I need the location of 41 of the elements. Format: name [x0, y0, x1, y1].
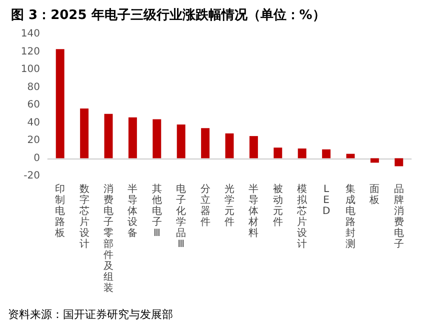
bar	[370, 158, 379, 163]
x-tick-label: 面板	[368, 184, 380, 206]
category-label: 消费电子零部件及组装	[104, 184, 114, 294]
text: 资料来源：国开证券研究与发展部	[8, 308, 173, 321]
bar	[322, 149, 331, 158]
bar	[176, 124, 186, 158]
x-tick-label: 半导体材料	[248, 183, 259, 239]
x-tick-label: 被动元件	[272, 183, 283, 228]
y-tick-label: 0	[34, 152, 40, 164]
bar	[346, 154, 355, 158]
x-tick-label: 数字芯片设计	[78, 184, 90, 250]
bar	[249, 136, 258, 158]
x-tick-label: 光学元件	[224, 183, 234, 228]
x-tick-label: 电子化学品Ⅲ	[176, 183, 186, 250]
bar	[394, 158, 404, 166]
y-tick-label: 60	[27, 100, 40, 110]
y-tick-label: 120	[20, 46, 40, 58]
y-tick-label: 140	[20, 28, 40, 40]
y-tick-label: -20	[24, 170, 40, 182]
bar	[80, 108, 89, 158]
bar	[201, 128, 210, 158]
bar	[56, 49, 64, 158]
bar	[274, 148, 282, 158]
bar	[298, 148, 306, 158]
x-tick-label: 品牌消费电子	[394, 184, 404, 250]
x-tick-label: 印制电路板	[54, 183, 66, 239]
x-tick-label: 半导体设备	[128, 183, 138, 239]
x-tick-label: 其他电子Ⅲ	[152, 183, 162, 239]
bar	[152, 119, 162, 158]
chart-title: 图 3：2025 年电子三级行业涨跌幅情况（单位：%）	[11, 7, 326, 23]
y-tick-label: 80	[27, 82, 40, 93]
x-tick-label: 模拟芯片设计	[296, 183, 308, 250]
x-tick-label: 分立器件	[200, 183, 210, 228]
y-tick-label: 40	[27, 117, 40, 128]
y-tick-label: 100	[20, 64, 40, 75]
bar	[104, 114, 113, 158]
x-tick-label: 集成电路封测	[346, 183, 356, 250]
bar	[225, 133, 234, 158]
y-tick-label: 20	[27, 135, 40, 146]
bar	[128, 117, 137, 158]
x-tick-label: LED	[322, 184, 330, 217]
